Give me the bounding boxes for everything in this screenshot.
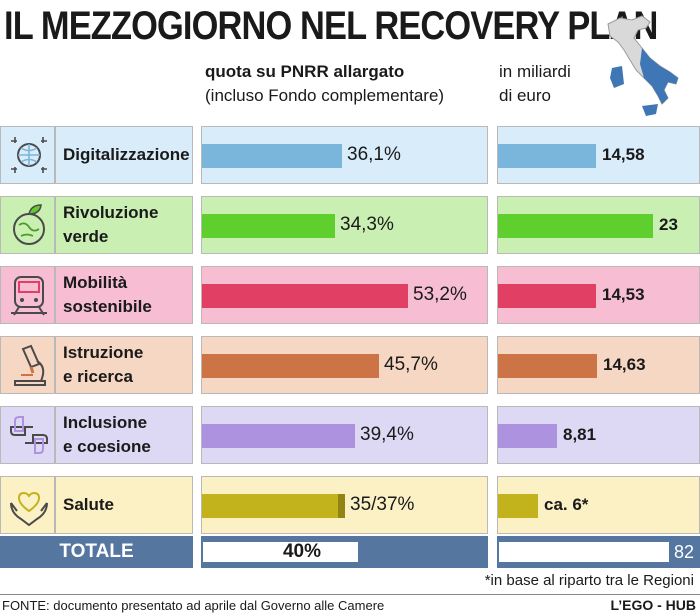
category-label-line1: Salute bbox=[63, 495, 115, 514]
joined-hands-icon bbox=[10, 416, 48, 454]
total-pct-bar bbox=[203, 542, 358, 562]
share-cell: 35/37% bbox=[201, 476, 488, 534]
amount-cell: 14,63 bbox=[497, 336, 700, 394]
italy-map-icon bbox=[607, 15, 679, 116]
table-row: Mobilità sostenibile 53,2% 14,53 bbox=[0, 266, 700, 324]
amount-value: ca. 6* bbox=[544, 495, 589, 514]
source-note: FONTE: documento presentato ad aprile da… bbox=[2, 598, 385, 613]
category-cell: Rivoluzione verde bbox=[55, 196, 193, 254]
amount-header-line1: in miliardi bbox=[499, 62, 571, 81]
amount-value: 14,63 bbox=[603, 355, 646, 374]
amount-cell: 23 bbox=[497, 196, 700, 254]
table-row: Istruzione e ricerca 45,7% 14,63 bbox=[0, 336, 700, 394]
share-cell: 45,7% bbox=[201, 336, 488, 394]
amount-bar bbox=[498, 214, 653, 238]
share-cell: 36,1% bbox=[201, 126, 488, 184]
footnote: *in base al riparto tra le Regioni bbox=[484, 572, 694, 589]
share-bar bbox=[202, 144, 342, 168]
category-label-line2: sostenibile bbox=[63, 297, 152, 316]
train-icon bbox=[11, 276, 47, 316]
table-row: Inclusione e coesione 39,4% 8,81 bbox=[0, 406, 700, 464]
category-label: Inclusione e coesione bbox=[63, 407, 151, 463]
share-bar bbox=[202, 424, 355, 448]
share-value: 39,4% bbox=[360, 424, 414, 445]
amount-cell: ca. 6* bbox=[497, 476, 700, 534]
share-cell: 39,4% bbox=[201, 406, 488, 464]
total-pct-value: 40% bbox=[282, 541, 322, 562]
credit-label: L’EGO - HUB bbox=[610, 597, 696, 613]
category-label-line1: Istruzione bbox=[63, 343, 144, 362]
category-label-line1: Mobilità bbox=[63, 273, 128, 292]
amount-bar bbox=[498, 354, 597, 378]
share-value: 35/37% bbox=[350, 494, 415, 515]
category-label-line2: e coesione bbox=[63, 437, 151, 456]
amount-bar bbox=[498, 424, 557, 448]
category-cell: Inclusione e coesione bbox=[55, 406, 193, 464]
icon-cell bbox=[0, 266, 55, 324]
page-title: IL MEZZOGIORNO NEL RECOVERY PLAN bbox=[4, 4, 658, 48]
share-bar bbox=[202, 214, 335, 238]
share-bar bbox=[202, 354, 379, 378]
total-row: TOTALE 40% 82 bbox=[0, 536, 700, 568]
share-header-line2: (incluso Fondo complementare) bbox=[205, 86, 445, 105]
amount-value: 14,53 bbox=[602, 285, 645, 304]
amount-cell: 8,81 bbox=[497, 406, 700, 464]
amount-bar bbox=[498, 494, 538, 518]
amount-value: 8,81 bbox=[563, 425, 597, 444]
heart-hands-icon bbox=[10, 491, 48, 527]
share-value: 53,2% bbox=[413, 284, 467, 305]
share-cell: 34,3% bbox=[201, 196, 488, 254]
share-bar-range bbox=[338, 494, 345, 518]
amount-cell: 14,53 bbox=[497, 266, 700, 324]
icon-cell bbox=[0, 126, 55, 184]
category-label: Istruzione e ricerca bbox=[63, 337, 143, 393]
icon-cell bbox=[0, 196, 55, 254]
share-header-line1: quota su PNRR allargato bbox=[205, 62, 405, 81]
divider bbox=[0, 594, 700, 595]
amount-bar bbox=[498, 144, 596, 168]
icon-cell bbox=[0, 336, 55, 394]
category-cell: Mobilità sostenibile bbox=[55, 266, 193, 324]
share-value: 36,1% bbox=[347, 144, 401, 165]
share-bar bbox=[202, 494, 338, 518]
category-label-line2: verde bbox=[63, 227, 109, 246]
table-row: Salute 35/37% ca. 6* bbox=[0, 476, 700, 534]
share-value: 45,7% bbox=[384, 354, 438, 375]
globe-circuit-icon bbox=[11, 137, 47, 173]
icon-cell bbox=[0, 476, 55, 534]
share-bar bbox=[202, 284, 408, 308]
share-value: 34,3% bbox=[340, 214, 394, 235]
table-row: Digitalizzazione 36,1% 14,58 bbox=[0, 126, 700, 184]
category-cell: Digitalizzazione bbox=[55, 126, 193, 184]
amount-value: 23 bbox=[659, 215, 678, 234]
category-label: Salute bbox=[63, 477, 114, 533]
total-amount-value: 82 bbox=[673, 541, 694, 562]
total-amount-bar bbox=[499, 542, 669, 562]
amount-value: 14,58 bbox=[602, 145, 645, 164]
category-label-line1: Inclusione bbox=[63, 413, 148, 432]
category-label-line1: Digitalizzazione bbox=[63, 145, 190, 164]
share-cell: 53,2% bbox=[201, 266, 488, 324]
category-label: Mobilità sostenibile bbox=[63, 267, 152, 323]
category-label-line1: Rivoluzione bbox=[63, 203, 159, 222]
earth-leaf-icon bbox=[13, 204, 45, 245]
table-row: Rivoluzione verde 34,3% 23 bbox=[0, 196, 700, 254]
amount-bar bbox=[498, 284, 596, 308]
icon-cell bbox=[0, 406, 55, 464]
category-cell: Istruzione e ricerca bbox=[55, 336, 193, 394]
amount-header-line2: di euro bbox=[499, 86, 551, 105]
amount-cell: 14,58 bbox=[497, 126, 700, 184]
category-label-line2: e ricerca bbox=[63, 367, 133, 386]
total-label: TOTALE bbox=[0, 536, 193, 568]
microscope-icon bbox=[14, 344, 46, 386]
category-cell: Salute bbox=[55, 476, 193, 534]
category-label: Rivoluzione verde bbox=[63, 197, 158, 253]
category-label: Digitalizzazione bbox=[63, 127, 190, 183]
